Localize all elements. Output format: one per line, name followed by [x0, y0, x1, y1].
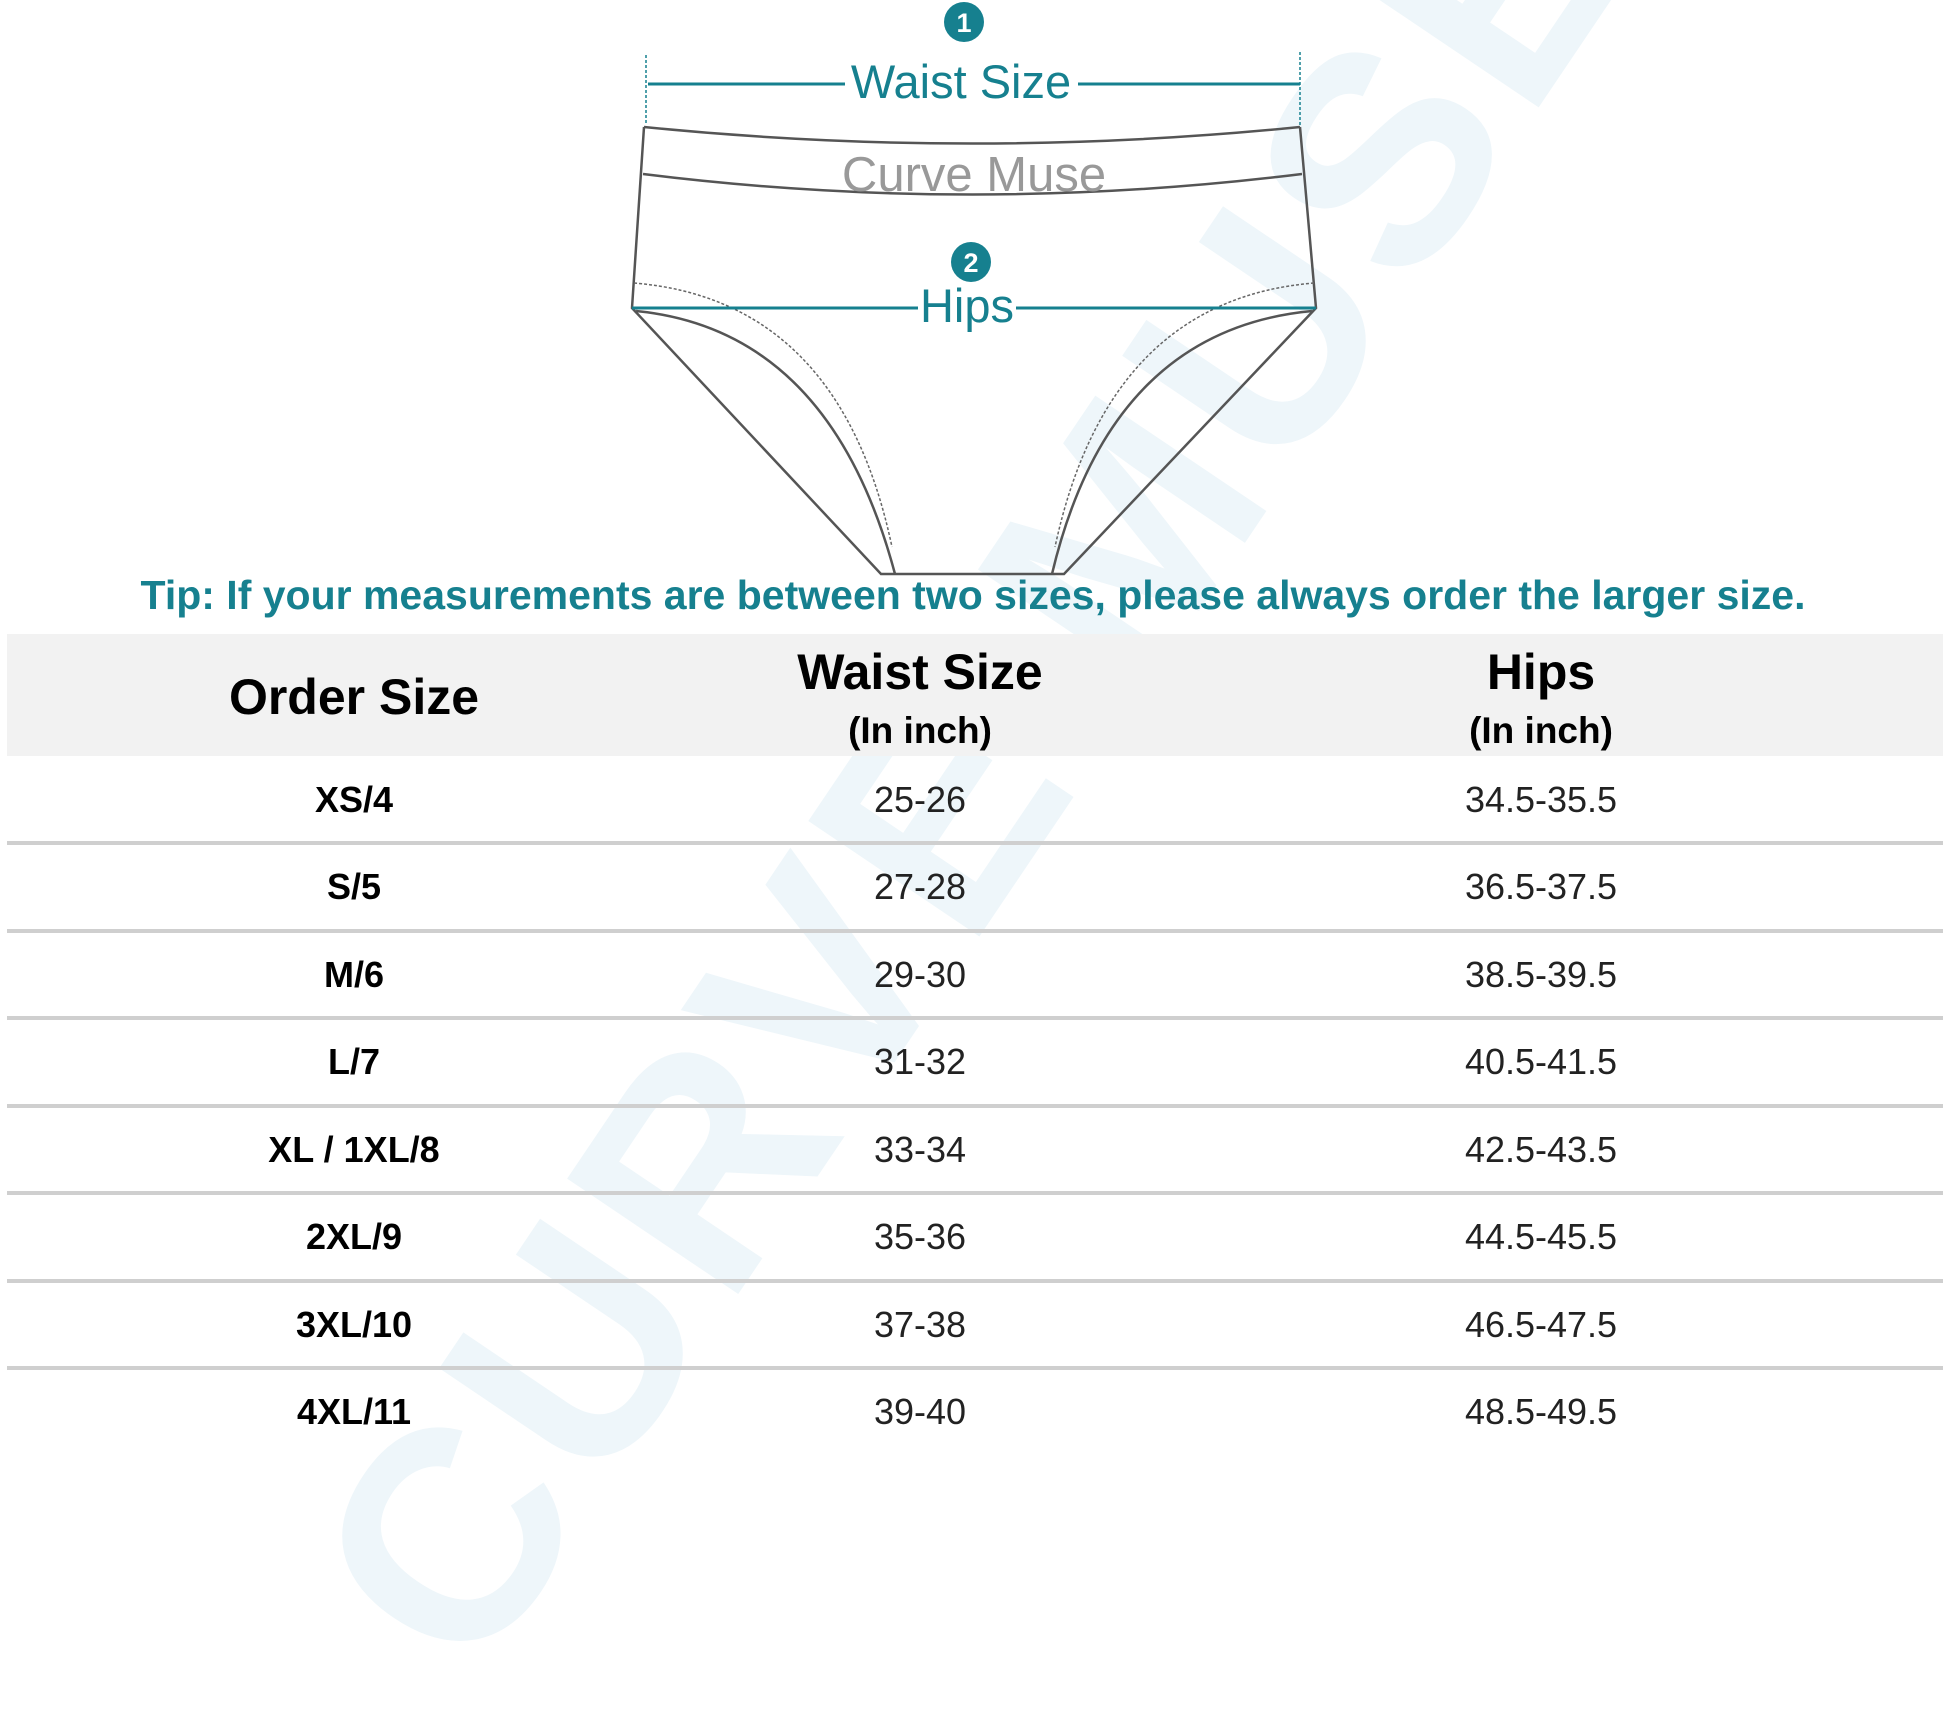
table-row: XL / 1XL/8 33-34 42.5-43.5 — [7, 1106, 1943, 1195]
waist-size-cell: 35-36 — [873, 1216, 967, 1257]
table-row: M/6 29-30 38.5-39.5 — [7, 931, 1943, 1020]
row-divider — [7, 1103, 1943, 1108]
order-size-cell: XL / 1XL/8 — [268, 1128, 440, 1170]
header-waist-size: Waist Size — [797, 644, 1043, 700]
garment-diagram — [630, 2, 1318, 576]
waist-size-cell: 39-40 — [873, 1391, 967, 1432]
order-size-cell: S/5 — [326, 866, 382, 907]
waist-size-cell: 37-38 — [873, 1303, 967, 1345]
waist-size-cell: 31-32 — [873, 1041, 967, 1082]
table-row: S/5 27-28 36.5-37.5 — [7, 844, 1943, 933]
header-hips-unit: (In inch) — [1469, 710, 1613, 751]
measure-lines — [632, 52, 1316, 310]
order-size-cell: XS/4 — [314, 778, 394, 820]
waist-size-cell: 33-34 — [873, 1128, 967, 1170]
row-divider — [7, 1016, 1943, 1020]
table-row: 3XL/10 37-38 46.5-47.5 — [7, 1281, 1943, 1370]
hips-cell: 34.5-35.5 — [1464, 778, 1618, 820]
header-waist-unit: (In inch) — [848, 710, 992, 751]
hips-cell: 38.5-39.5 — [1464, 953, 1618, 995]
stitching — [633, 282, 1315, 548]
hips-cell: 48.5-49.5 — [1464, 1391, 1618, 1432]
hips-cell: 42.5-43.5 — [1464, 1128, 1618, 1170]
order-size-cell: 4XL/11 — [296, 1391, 412, 1432]
badge-1-number: 1 — [956, 8, 972, 38]
waist-size-label: Waist Size — [850, 55, 1072, 108]
table-row: XS/4 25-26 34.5-35.5 — [7, 756, 1943, 845]
garment-outline — [630, 125, 1318, 576]
hips-cell: 36.5-37.5 — [1464, 866, 1618, 907]
badge-2 — [951, 242, 991, 282]
hips-cell: 46.5-47.5 — [1464, 1303, 1618, 1345]
row-divider — [7, 928, 1943, 933]
row-divider — [7, 1278, 1943, 1283]
sizing-tip: Tip: If your measurements are between tw… — [140, 572, 1806, 618]
row-divider — [7, 1366, 1943, 1370]
order-size-cell: 3XL/10 — [295, 1303, 413, 1345]
waist-size-cell: 27-28 — [873, 866, 967, 907]
waist-size-cell: 29-30 — [873, 953, 967, 995]
order-size-cell: 2XL/9 — [305, 1216, 403, 1257]
hips-cell: 44.5-45.5 — [1464, 1216, 1618, 1257]
table-row: 4XL/11 39-40 48.5-49.5 — [7, 1369, 1943, 1456]
badge-2-number: 2 — [963, 248, 979, 278]
table-header — [7, 634, 1943, 756]
header-hips: Hips — [1486, 644, 1596, 700]
hips-label: Hips — [919, 279, 1015, 332]
waist-size-cell: 25-26 — [873, 778, 967, 820]
header-order-size: Order Size — [228, 669, 480, 725]
table-row: 2XL/9 35-36 44.5-45.5 — [7, 1194, 1943, 1283]
brand-label: Curve Muse — [841, 148, 1107, 202]
table-row: L/7 31-32 40.5-41.5 — [7, 1019, 1943, 1108]
order-size-cell: L/7 — [327, 1041, 381, 1082]
badge-1 — [944, 2, 984, 42]
hips-cell: 40.5-41.5 — [1464, 1041, 1618, 1082]
row-divider — [7, 1191, 1943, 1195]
row-divider — [7, 841, 1943, 845]
order-size-cell: M/6 — [323, 953, 385, 995]
